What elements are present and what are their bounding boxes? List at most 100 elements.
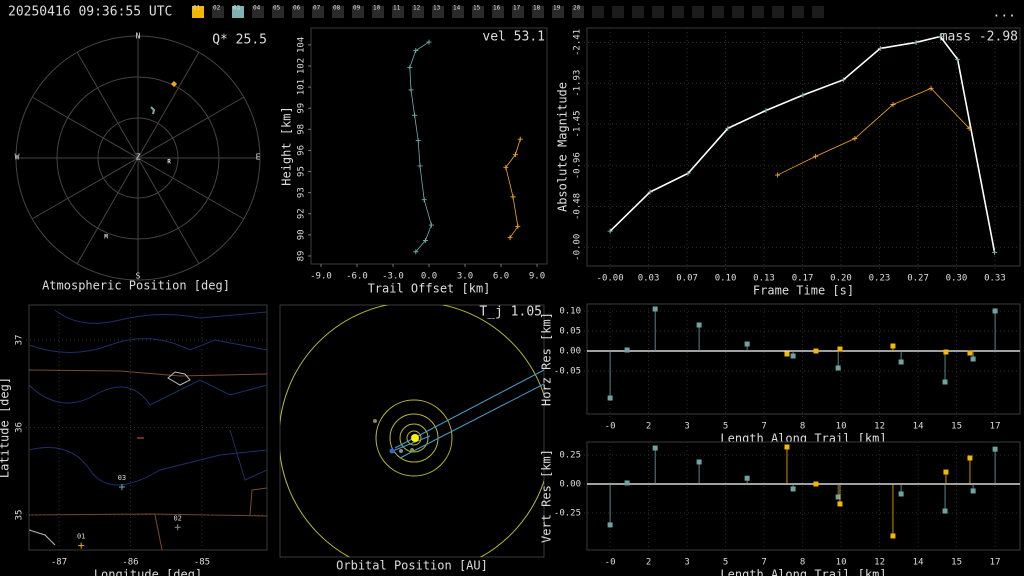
station-tile [392,6,404,18]
point-marker [510,194,516,200]
stem-marker [943,349,949,355]
annotation: T_j 1.05 [479,305,542,320]
y-tick-label: 89 [297,251,307,262]
stem-marker [784,351,790,357]
y-tick-label: 101 [297,79,307,95]
timestamp: 20250416 09:36:55 UTC [8,5,172,20]
stem-marker [696,459,702,465]
stem-marker [835,365,841,371]
series-line [777,87,970,176]
station-name: 03 [118,474,126,482]
y-tick-label: -0.48 [573,193,583,220]
y-tick-label: -1.93 [573,70,583,97]
x-tick-label: 10 [836,558,847,568]
y-tick-label: 92 [297,208,307,219]
station-tile [492,6,504,18]
stem-marker [992,446,998,452]
stem-marker [970,356,976,362]
station-tile [352,6,364,18]
direction-label: E [256,153,261,162]
station-tile [372,6,384,18]
x-tick-label: 6.0 [493,272,509,282]
stem-marker [624,347,630,353]
x-tick-label: 14 [913,558,924,568]
station-label: 09 [353,5,361,12]
point-marker [852,136,858,141]
station-label: 14 [453,5,461,12]
station-tile [652,6,664,18]
station-label: 17 [513,5,521,12]
point-marker [512,152,518,158]
station-tile [712,6,724,18]
x-tick-label: 7 [761,422,766,432]
x-tick-label: 3 [684,422,689,432]
station-tile [332,6,344,18]
station-label: 20 [573,5,581,12]
plot-frame [586,441,1021,551]
station-marker [174,524,181,531]
station-tile [552,6,564,18]
stem-marker [898,491,904,497]
station-label: 03 [233,5,241,12]
x-tick-label: 5 [723,422,728,432]
x-tick-label: 9.0 [529,272,545,282]
x-axis-label: Trail Offset [km] [368,282,491,296]
point-marker [413,48,419,54]
station-tile [212,6,224,18]
y-tick-label: -0.00 [573,234,583,261]
stem-marker [696,322,702,328]
point-marker [412,112,418,118]
y-tick-label: 93 [297,187,307,198]
station-name: 01 [77,533,85,541]
y-axis-label: Horz Res [km] [540,312,554,406]
stem-marker [607,395,613,401]
x-tick-label: 10 [836,422,847,432]
point-marker [413,249,419,255]
stem-marker [790,353,796,359]
y-tick-label: -0.05 [554,367,581,377]
point-marker [725,125,731,131]
y-tick-label: 0.10 [559,307,581,317]
station-label: 10 [373,5,381,12]
y-tick-label: -2.41 [573,29,583,56]
polar-frame [15,35,261,281]
polar-point [171,81,177,87]
station-tile [472,6,484,18]
y-axis-label: Latitude [deg] [0,377,12,478]
point-label: R [167,159,171,166]
stem-marker [943,469,949,475]
station-tile [252,6,264,18]
chart-title: Orbital Position [AU] [336,559,488,573]
stem-marker [744,475,750,481]
stem-marker [784,444,790,450]
point-marker [647,189,653,195]
point-marker [890,102,896,107]
series-line [505,139,521,238]
x-tick-label: -3.0 [382,272,404,282]
station-tile [692,6,704,18]
station-tile [232,6,244,18]
menu-button[interactable]: ... [993,6,1016,21]
x-tick-label: -87 [51,558,67,568]
x-tick-label: 0.20 [830,274,852,284]
point-marker [607,228,613,234]
x-axis-label: Length Along Trail [km] [720,568,886,576]
x-tick-label: 12 [874,558,885,568]
plot-frame [310,27,548,265]
point-marker [955,56,961,62]
plot-frame [586,303,1021,415]
x-tick-label: -0 [605,558,616,568]
stem-marker [744,341,750,347]
stem-marker [970,488,976,494]
stem-marker [967,350,973,356]
y-tick-label: 95 [297,166,307,177]
station-tile [412,6,424,18]
x-tick-label: 0.0 [421,272,437,282]
map-frame [28,304,268,551]
y-tick-label: 0.00 [559,347,581,357]
station-label: 07 [313,5,321,12]
x-tick-label: 0.23 [869,274,891,284]
station-label: 04 [253,5,261,12]
plot-frame [586,27,1021,267]
